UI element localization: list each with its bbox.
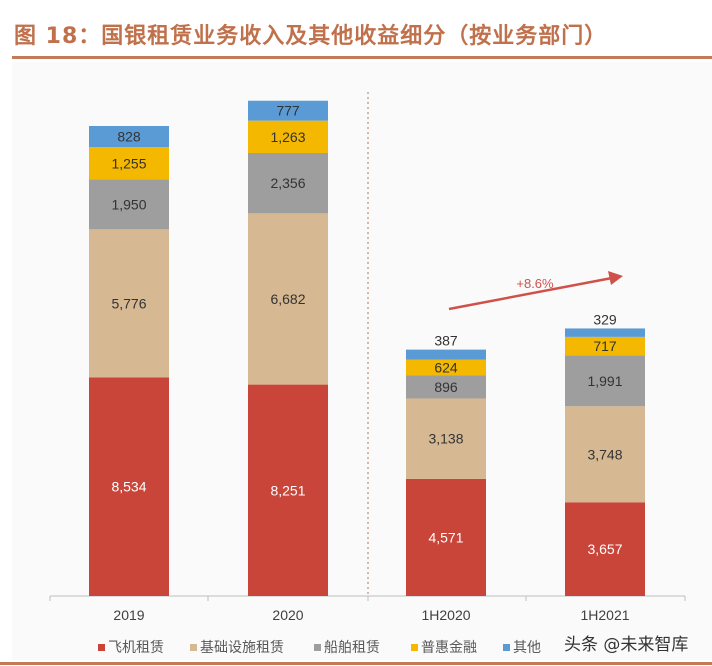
data-label: 1,950	[111, 196, 146, 212]
bar-segment-1H2021-3	[565, 336, 645, 356]
bar-segment-2020-1	[248, 213, 328, 385]
bar-segment-2019-2	[89, 179, 169, 230]
bar-segment-2019-1	[89, 229, 169, 378]
data-label: 8,251	[270, 482, 305, 498]
bar-segment-1H2020-2	[406, 375, 486, 399]
bar-segment-2019-3	[89, 147, 169, 180]
bar-segment-1H2020-1	[406, 398, 486, 479]
legend-swatch	[190, 644, 197, 651]
bar-segment-1H2021-1	[565, 406, 645, 503]
data-label: 329	[593, 311, 617, 327]
bottom-divider	[0, 662, 712, 665]
bar-segment-1H2020-3	[406, 359, 486, 376]
data-label: 1,255	[111, 155, 146, 171]
legend-swatch	[411, 644, 418, 651]
bar-segment-2020-0	[248, 384, 328, 596]
legend-swatch	[98, 644, 105, 651]
data-label: 3,138	[428, 431, 463, 447]
data-label: 387	[434, 333, 458, 349]
data-label: 5,776	[111, 295, 146, 311]
arrow-head-icon	[608, 271, 623, 285]
data-label: 3,748	[587, 446, 622, 462]
data-label: 1,991	[587, 373, 622, 389]
data-label: 624	[434, 360, 458, 376]
bar-segment-2019-4	[89, 126, 169, 148]
watermark: 头条 @未来智库	[564, 635, 689, 655]
data-label: 1,263	[270, 129, 305, 145]
title-divider	[12, 56, 712, 59]
legend-item: 飞机租赁	[108, 639, 164, 655]
bar-segment-2020-3	[248, 120, 328, 154]
legend-item: 基础设施租赁	[200, 639, 284, 655]
x-tick-label: 2020	[272, 607, 303, 623]
data-label: 828	[117, 129, 141, 145]
bar-segment-2019-0	[89, 377, 169, 596]
growth-annotation: +8.6%	[516, 276, 554, 291]
growth-arrow	[448, 276, 613, 311]
data-label: 3,657	[587, 541, 622, 557]
bar-segment-2020-4	[248, 100, 328, 121]
data-label: 8,534	[111, 479, 146, 495]
bar-segment-1H2021-2	[565, 355, 645, 407]
data-label: 717	[593, 338, 617, 354]
data-label: 4,571	[428, 529, 463, 545]
bar-segment-1H2021-4	[565, 328, 645, 337]
x-tick-label: 1H2020	[421, 607, 470, 623]
x-tick-label: 1H2021	[580, 607, 629, 623]
data-label: 2,356	[270, 175, 305, 191]
legend-swatch	[314, 644, 321, 651]
chart-title: 图 18：国银租赁业务收入及其他收益细分（按业务部门）	[14, 24, 608, 49]
legend-swatch	[503, 644, 510, 651]
legend-item: 船舶租赁	[324, 639, 380, 655]
bar-segment-2020-2	[248, 153, 328, 214]
bar-segment-1H2021-0	[565, 502, 645, 596]
legend-item: 普惠金融	[421, 639, 477, 655]
legend-item: 其他	[513, 639, 541, 655]
data-label: 777	[276, 103, 300, 119]
data-label: 896	[434, 379, 458, 395]
bar-segment-1H2020-0	[406, 478, 486, 596]
data-label: 6,682	[270, 291, 305, 307]
bar-segment-1H2020-4	[406, 349, 486, 360]
x-tick-label: 2019	[113, 607, 144, 623]
